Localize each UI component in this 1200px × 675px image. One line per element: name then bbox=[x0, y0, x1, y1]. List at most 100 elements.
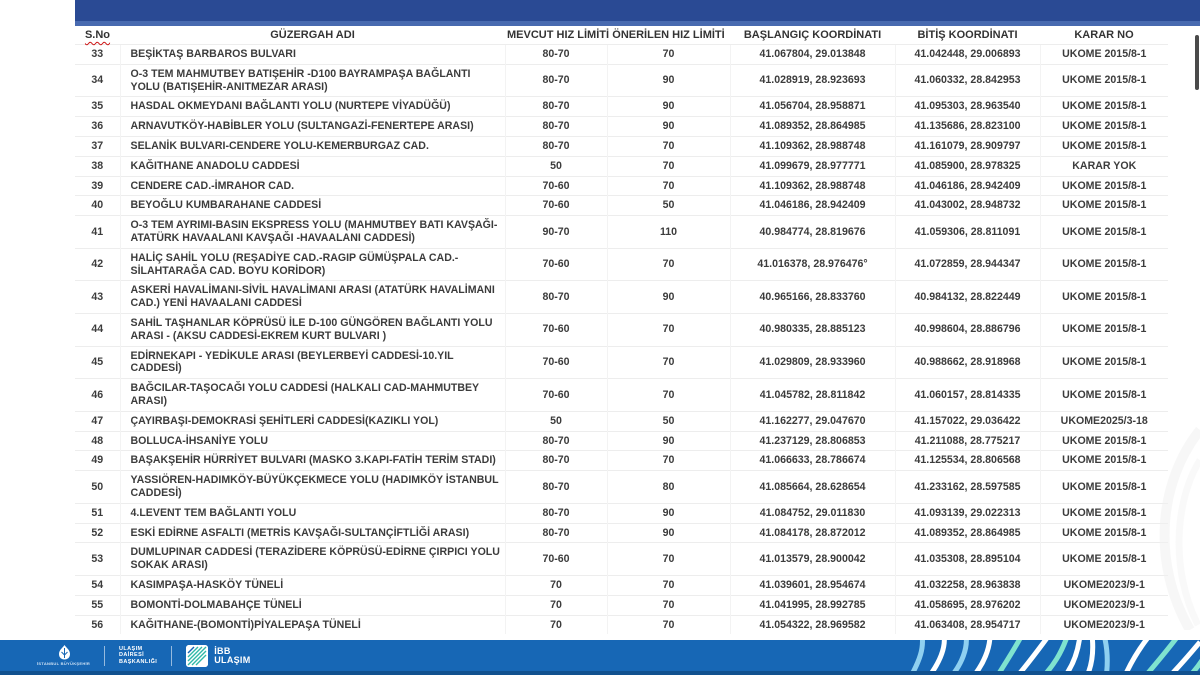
col-header-proposed-limit: ÖNERİLEN HIZ LİMİTİ bbox=[612, 29, 725, 41]
footer-wave-pattern bbox=[910, 640, 1200, 671]
cell-sno: 33 bbox=[75, 44, 120, 65]
cell-sno: 55 bbox=[75, 594, 120, 615]
cell-decision-no: UKOME 2015/8-1 bbox=[1039, 135, 1168, 157]
cell-current-limit: 80-70 bbox=[504, 522, 607, 543]
cell-route-name: KAĞITHANE-(BOMONTİ)PİYALEPAŞA TÜNELİ bbox=[119, 614, 505, 635]
cell-end-coordinate: 41.125534, 28.806568 bbox=[894, 450, 1040, 471]
cell-decision-no: UKOME2023/9-1 bbox=[1039, 574, 1168, 596]
cell-decision-no: UKOME 2015/8-1 bbox=[1039, 247, 1168, 281]
cell-route-name: ASKERİ HAVALİMANI-SİVİL HAVALİMANI ARASI… bbox=[119, 280, 505, 314]
footer-divider-2 bbox=[171, 645, 173, 666]
table-row: 47 ÇAYIRBAŞI-DEMOKRASİ ŞEHİTLERİ CADDESİ(… bbox=[75, 410, 1168, 432]
cell-decision-no: UKOME 2015/8-1 bbox=[1039, 312, 1168, 347]
cell-route-name: DUMLUPINAR CADDESİ (TERAZİDERE KÖPRÜSÜ-E… bbox=[119, 542, 505, 576]
cell-end-coordinate: 41.060332, 28.842953 bbox=[894, 63, 1040, 97]
cell-proposed-limit: 50 bbox=[606, 195, 730, 216]
cell-sno: 49 bbox=[75, 450, 120, 471]
col-header-decision-no: KARAR NO bbox=[1074, 29, 1134, 41]
cell-start-coordinate: 41.237129, 28.806853 bbox=[729, 430, 895, 451]
table-row: 45 EDİRNEKAPI - YEDİKULE ARASI (BEYLERBEY… bbox=[75, 345, 1168, 379]
cell-route-name: SELANİK BULVARI-CENDERE YOLU-KEMERBURGAZ… bbox=[119, 135, 505, 157]
table-row: 46 BAĞCILAR-TAŞOCAĞI YOLU CADDESİ (HALKAL… bbox=[75, 378, 1168, 412]
footer-bottom-edge bbox=[0, 671, 1200, 675]
cell-end-coordinate: 41.058695, 28.976202 bbox=[894, 594, 1040, 615]
cell-sno: 42 bbox=[75, 247, 120, 281]
table-row: 38 KAĞITHANE ANADOLU CADDESİ 50 70 41.099679… bbox=[75, 155, 1168, 177]
cell-start-coordinate: 41.099679, 28.977771 bbox=[729, 155, 895, 177]
cell-proposed-limit: 90 bbox=[606, 116, 730, 137]
cell-start-coordinate: 41.089352, 28.864985 bbox=[729, 116, 895, 137]
cell-end-coordinate: 41.211088, 28.775217 bbox=[894, 430, 1040, 451]
cell-start-coordinate: 41.054322, 28.969582 bbox=[729, 614, 895, 635]
cell-start-coordinate: 41.162277, 29.047670 bbox=[729, 410, 895, 432]
table-row: 56 KAĞITHANE-(BOMONTİ)PİYALEPAŞA TÜNELİ 70… bbox=[75, 614, 1168, 635]
cell-proposed-limit: 70 bbox=[606, 247, 730, 281]
cell-route-name: BAĞCILAR-TAŞOCAĞI YOLU CADDESİ (HALKALI … bbox=[119, 378, 505, 412]
cell-decision-no: UKOME 2015/8-1 bbox=[1039, 215, 1168, 249]
cell-current-limit: 70-60 bbox=[504, 542, 607, 576]
cell-route-name: HALİÇ SAHİL YOLU (REŞADİYE CAD.-RAGIP GÜ… bbox=[119, 247, 505, 281]
cell-route-name: ARNAVUTKÖY-HABİBLER YOLU (SULTANGAZİ-FEN… bbox=[119, 116, 505, 137]
table-row: 42 HALİÇ SAHİL YOLU (REŞADİYE CAD.-RAGIP … bbox=[75, 247, 1168, 281]
brand-line1: İBB bbox=[214, 645, 231, 656]
cell-start-coordinate: 41.029809, 28.933960 bbox=[729, 345, 895, 379]
ibb-tulip-logo-icon bbox=[58, 645, 70, 660]
cell-proposed-limit: 70 bbox=[606, 574, 730, 596]
cell-sno: 38 bbox=[75, 155, 120, 177]
cell-current-limit: 70-60 bbox=[504, 195, 607, 216]
cell-current-limit: 80-70 bbox=[504, 450, 607, 471]
top-title-bar-edge bbox=[75, 21, 1200, 26]
ibb-ulasim-logo-icon bbox=[186, 644, 209, 667]
cell-current-limit: 70-60 bbox=[504, 378, 607, 412]
cell-proposed-limit: 70 bbox=[606, 155, 730, 177]
table-row: 52 ESKİ EDİRNE ASFALTI (METRİS KAVŞAĞI-SU… bbox=[75, 522, 1168, 543]
cell-proposed-limit: 80 bbox=[606, 470, 730, 504]
cell-start-coordinate: 41.066633, 28.786674 bbox=[729, 450, 895, 471]
cell-route-name: KAĞITHANE ANADOLU CADDESİ bbox=[119, 155, 505, 177]
cell-end-coordinate: 41.072859, 28.944347 bbox=[894, 247, 1040, 281]
municipality-caption: İSTANBUL BÜYÜKŞEHİR BELEDİYESİ bbox=[37, 661, 91, 666]
department-line2: DAİRESİ bbox=[119, 652, 145, 659]
col-header-start-coordinate: BAŞLANGIÇ KOORDİNATI bbox=[743, 29, 882, 41]
cell-decision-no: UKOME 2015/8-1 bbox=[1039, 502, 1168, 524]
department-label: ULAŞIM DAİRESİ BAŞKANLIĞI bbox=[119, 646, 157, 666]
cell-sno: 35 bbox=[75, 96, 120, 117]
cell-decision-no: UKOME2023/9-1 bbox=[1039, 594, 1168, 615]
cell-proposed-limit: 90 bbox=[606, 63, 730, 97]
col-header-current-limit: MEVCUT HIZ LİMİTİ bbox=[507, 29, 610, 41]
cell-start-coordinate: 41.013579, 28.900042 bbox=[729, 542, 895, 576]
cell-sno: 56 bbox=[75, 614, 120, 635]
cell-sno: 53 bbox=[75, 542, 120, 576]
cell-route-name: O-3 TEM MAHMUTBEY BATIŞEHİR -D100 BAYRAM… bbox=[119, 63, 505, 97]
cell-end-coordinate: 41.095303, 28.963540 bbox=[894, 96, 1040, 117]
table-row: 44 SAHİL TAŞHANLAR KÖPRÜSÜ İLE D-100 GÜNG… bbox=[75, 312, 1168, 347]
cell-decision-no: UKOME 2015/8-1 bbox=[1039, 522, 1168, 543]
municipality-logo-block: İSTANBUL BÜYÜKŞEHİR BELEDİYESİ bbox=[37, 645, 91, 666]
cell-decision-no: UKOME 2015/8-1 bbox=[1039, 542, 1168, 576]
cell-route-name: BEYOĞLU KUMBARAHANE CADDESİ bbox=[119, 195, 505, 216]
table-header-row: S.No GÜZERGAH ADI MEVCUT HIZ LİMİTİ ÖNER… bbox=[75, 27, 1168, 45]
cell-sno: 48 bbox=[75, 430, 120, 451]
cell-end-coordinate: 41.161079, 28.909797 bbox=[894, 135, 1040, 157]
table-body: 33 BEŞİKTAŞ BARBAROS BULVARI 80-70 70 41.067… bbox=[75, 44, 1168, 635]
cell-current-limit: 80-70 bbox=[504, 280, 607, 314]
cell-start-coordinate: 41.109362, 28.988748 bbox=[729, 175, 895, 196]
cell-start-coordinate: 41.028919, 28.923693 bbox=[729, 63, 895, 97]
table-row: 40 BEYOĞLU KUMBARAHANE CADDESİ 70-60 50 41.0… bbox=[75, 195, 1168, 216]
cell-start-coordinate: 41.056704, 28.958871 bbox=[729, 96, 895, 117]
cell-current-limit: 50 bbox=[504, 410, 607, 432]
cell-start-coordinate: 41.046186, 28.942409 bbox=[729, 195, 895, 216]
col-header-sno: S.No bbox=[75, 27, 120, 45]
cell-proposed-limit: 50 bbox=[606, 410, 730, 432]
vertical-scrollbar-thumb[interactable] bbox=[1195, 35, 1199, 90]
cell-end-coordinate: 41.032258, 28.963838 bbox=[894, 574, 1040, 596]
col-header-end-coordinate: BİTİŞ KOORDİNATI bbox=[917, 29, 1018, 41]
cell-route-name: BAŞAKŞEHİR HÜRRİYET BULVARI (MASKO 3.KAP… bbox=[119, 450, 505, 471]
cell-proposed-limit: 70 bbox=[606, 175, 730, 196]
cell-proposed-limit: 70 bbox=[606, 594, 730, 615]
cell-route-name: BOMONTİ-DOLMABAHÇE TÜNELİ bbox=[119, 594, 505, 615]
ibb-ulasim-brand: İBB ULAŞIM bbox=[186, 644, 250, 667]
cell-start-coordinate: 41.067804, 29.013848 bbox=[729, 44, 895, 65]
cell-current-limit: 80-70 bbox=[504, 44, 607, 65]
